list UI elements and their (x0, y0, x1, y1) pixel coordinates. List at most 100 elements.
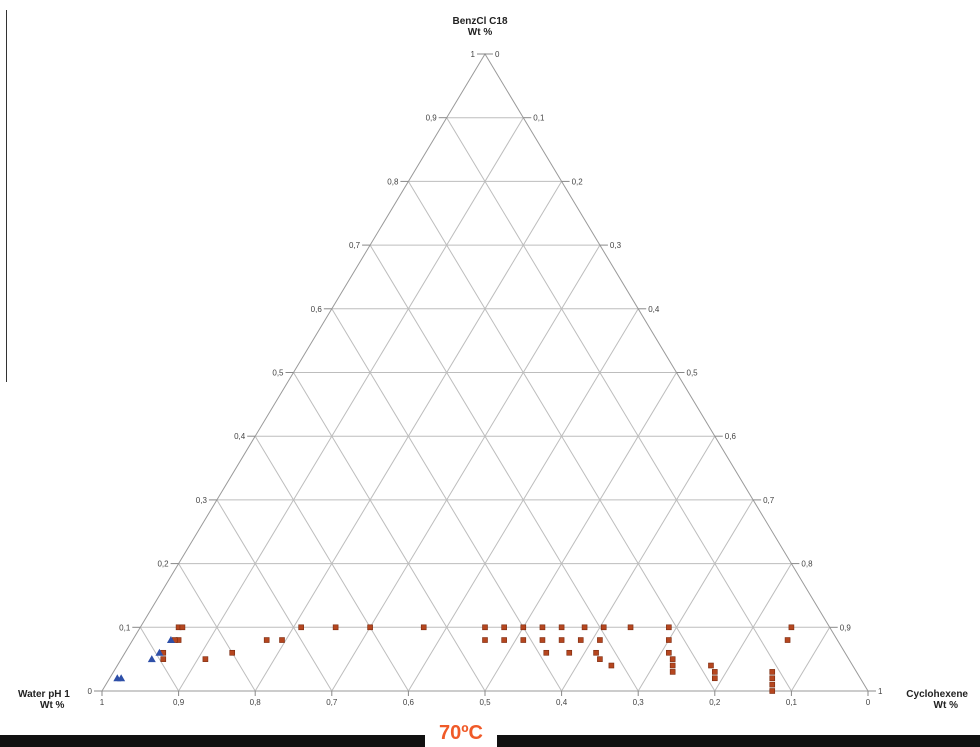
data-point-square-31 (597, 656, 603, 662)
tick-label-right-1: 0,1 (533, 114, 545, 123)
data-point-triangle-4 (117, 674, 126, 682)
grid-line-cyclohexene-6 (561, 435, 716, 692)
data-point-square-38 (669, 662, 676, 669)
tick-label-right-4: 0,4 (648, 305, 660, 314)
tick-label-left-4: 0,4 (234, 432, 246, 441)
tick-label-right-2: 0,2 (572, 177, 584, 186)
tick-label-bottom-2: 0,2 (709, 698, 721, 707)
data-point-square-35 (666, 637, 672, 643)
tick-layer: 0 0 0 0,1 0,1 0,1 0,2 0,2 0,2 0,3 0,3 0,3 0,4 0,4 0,4 0… (88, 50, 883, 707)
data-point-square-24 (558, 637, 565, 643)
data-point-square-46 (769, 675, 776, 682)
tick-label-left-5: 0,5 (272, 369, 284, 378)
data-point-square-5 (160, 656, 167, 662)
grid-line-cyclohexene-1 (178, 117, 524, 692)
tick-label-bottom-4: 0,4 (556, 698, 568, 707)
right-axis-label: Cyclohexene Wt % (878, 689, 968, 711)
top-axis-label: BenzCl C18 Wt % (430, 16, 530, 38)
data-point-square-29 (597, 637, 603, 643)
data-point-square-22 (543, 649, 550, 656)
data-point-square-44 (784, 637, 791, 643)
tick-label-right-3: 0,3 (610, 241, 622, 250)
tick-label-left-9: 0,9 (426, 114, 438, 123)
data-point-square-15 (482, 637, 488, 643)
data-point-square-9 (279, 637, 285, 643)
data-point-square-7 (229, 649, 236, 656)
grid-line-cyclohexene-9 (790, 627, 831, 692)
tick-label-bottom-7: 0,7 (326, 698, 338, 707)
data-point-square-16 (501, 624, 507, 631)
tick-label-left-8: 0,8 (387, 177, 399, 186)
tick-label-bottom-6: 0,6 (403, 698, 415, 707)
top-axis-label-line2: Wt % (467, 27, 493, 38)
data-point-square-19 (520, 637, 527, 643)
data-point-square-45 (769, 669, 776, 675)
tick-label-bottom-3: 0,3 (633, 698, 645, 707)
tick-label-left-1: 0,1 (119, 623, 131, 632)
left-axis-label: Water pH 1 Wt % (18, 689, 108, 711)
data-point-triangle-0 (166, 636, 175, 644)
grid-line-water-7 (216, 499, 333, 692)
data-point-square-30 (593, 649, 599, 656)
grid-line-cyclohexene-5 (484, 372, 677, 692)
grid-line-water-3 (369, 244, 639, 692)
tick-label-bottom-0: 0 (866, 698, 871, 707)
right-axis-label-line1: Cyclohexene (906, 689, 968, 700)
data-point-square-39 (669, 669, 676, 675)
data-point-square-42 (711, 675, 718, 682)
data-point-triangle-2 (147, 655, 156, 663)
left-axis-label-line1: Water pH 1 (18, 689, 70, 700)
tick-label-right-8: 0,8 (801, 560, 813, 569)
tick-label-left-10: 1 (471, 50, 476, 59)
data-point-square-41 (711, 669, 718, 675)
tick-label-left-7: 0,7 (349, 241, 361, 250)
data-point-square-27 (577, 637, 584, 643)
tick-label-bottom-10: 1 (100, 698, 105, 707)
data-point-square-18 (520, 624, 527, 631)
data-point-square-47 (769, 681, 776, 688)
data-point-square-20 (539, 624, 546, 631)
data-point-square-8 (263, 637, 270, 643)
data-point-square-36 (666, 649, 672, 656)
data-point-square-23 (558, 624, 565, 631)
right-axis-label-line2: Wt % (933, 700, 958, 711)
data-point-square-34 (666, 624, 672, 631)
grid-layer (101, 53, 869, 692)
grid-line-water-8 (178, 563, 256, 692)
grid-line-cyclohexene-3 (331, 244, 601, 692)
grid-line-water-1 (446, 117, 792, 692)
data-point-square-17 (501, 637, 507, 643)
grid-line-cyclohexene-8 (714, 563, 792, 692)
grid-line-water-5 (293, 372, 486, 692)
data-point-square-33 (627, 624, 634, 631)
tick-label-left-2: 0,2 (157, 560, 169, 569)
grid-line-water-9 (139, 627, 180, 692)
data-point-square-25 (566, 649, 573, 656)
data-point-square-11 (332, 624, 339, 631)
tick-label-right-10: 1 (878, 687, 883, 696)
data-point-square-21 (539, 637, 546, 643)
data-point-square-10 (298, 624, 304, 631)
tick-label-bottom-5: 0,5 (479, 698, 491, 707)
point-layer (113, 624, 795, 694)
data-point-square-26 (581, 624, 588, 631)
tick-label-bottom-9: 0,9 (173, 698, 185, 707)
tick-label-left-0: 0 (88, 687, 93, 696)
data-point-square-37 (669, 656, 676, 662)
data-point-square-43 (788, 624, 795, 631)
tick-label-left-3: 0,3 (196, 496, 208, 505)
tick-label-bottom-1: 0,1 (786, 698, 798, 707)
tick-label-left-6: 0,6 (311, 305, 323, 314)
data-point-square-1 (179, 624, 186, 631)
data-point-square-40 (708, 662, 714, 669)
data-point-square-28 (600, 624, 607, 631)
data-point-square-32 (608, 662, 615, 669)
data-point-square-48 (769, 688, 776, 694)
left-axis-label-line2: Wt % (40, 700, 65, 711)
grid-line-water-6 (254, 435, 409, 692)
left-divider-line (6, 10, 7, 382)
top-axis-label-line1: BenzCl C18 (452, 16, 508, 27)
data-point-square-12 (367, 624, 373, 631)
tick-label-bottom-8: 0,8 (250, 698, 262, 707)
tick-label-right-5: 0,5 (687, 369, 699, 378)
